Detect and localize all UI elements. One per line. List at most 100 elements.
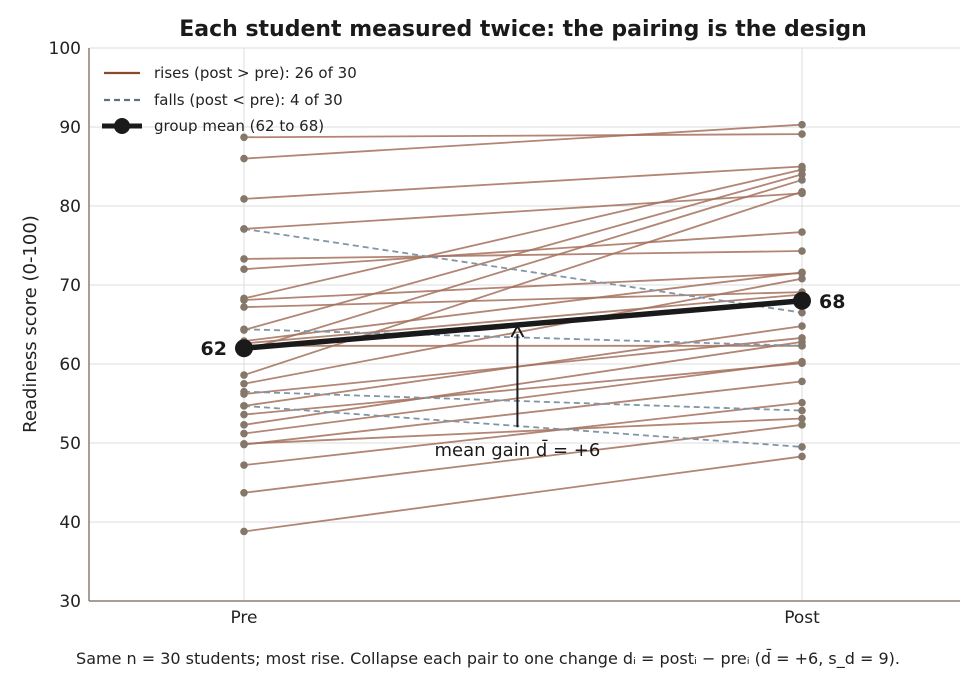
- y-axis-label: Readiness score (0-100): [20, 215, 41, 433]
- post-point: [798, 421, 806, 429]
- rise-line: [243, 401, 803, 467]
- rise-line: [243, 417, 803, 445]
- rise-line: [243, 271, 803, 342]
- pre-point: [240, 133, 248, 142]
- rise-line: [243, 123, 803, 160]
- post-point: [798, 308, 806, 317]
- y-tick-label: 60: [59, 355, 81, 375]
- pre-point: [240, 325, 248, 334]
- fall-line: [243, 390, 803, 412]
- pre-point: [240, 296, 248, 304]
- axes: [88, 48, 960, 602]
- rise-line: [243, 168, 803, 300]
- rise-line: [243, 423, 803, 494]
- rise-line: [243, 190, 803, 376]
- post-point: [798, 406, 806, 415]
- rise-line: [243, 165, 803, 200]
- pre-point: [240, 225, 248, 233]
- post-point: [798, 443, 806, 451]
- fall-line: [243, 228, 803, 314]
- rise-line: [243, 192, 803, 230]
- group-mean: 62 68: [201, 291, 846, 360]
- caption: Same n = 30 students; most rise. Collaps…: [76, 649, 900, 668]
- mean-post-label: 68: [819, 291, 845, 313]
- x-tick-label: Post: [784, 608, 820, 628]
- post-point: [798, 274, 806, 283]
- y-tick-label: 30: [59, 592, 81, 612]
- pre-point: [240, 440, 248, 449]
- rise-lines: [243, 123, 803, 533]
- pre-point: [240, 421, 248, 429]
- post-point: [798, 176, 806, 184]
- pre-point: [240, 402, 248, 410]
- post-point: [798, 187, 806, 196]
- pre-point: [240, 461, 248, 469]
- rise-line: [243, 179, 803, 352]
- post-point: [798, 398, 806, 407]
- legend-mean-marker: [114, 118, 130, 134]
- rise-line: [243, 173, 803, 331]
- mean-pre-label: 62: [201, 338, 227, 360]
- pre-point: [240, 527, 248, 536]
- pre-point: [240, 255, 248, 263]
- fall-lines: [243, 228, 803, 448]
- pre-point: [240, 265, 248, 274]
- mean-pre-marker: [235, 339, 253, 358]
- rise-line: [243, 277, 803, 385]
- mean-post-marker: [793, 291, 811, 310]
- rise-line: [243, 231, 803, 271]
- y-tick-label: 50: [59, 434, 81, 454]
- rise-line: [243, 380, 803, 446]
- mean-line: [243, 298, 803, 351]
- annotation-arrow-head: [510, 323, 525, 338]
- mean-gain-annotation: mean gain d̄ = +6: [434, 323, 600, 461]
- post-point: [798, 268, 806, 277]
- rise-line: [243, 293, 803, 345]
- post-point: [798, 414, 806, 423]
- chart-title: Each student measured twice: the pairing…: [179, 17, 867, 42]
- annotation-label: mean gain d̄ = +6: [434, 439, 600, 461]
- y-tick-label: 80: [59, 197, 81, 217]
- rise-line: [243, 362, 803, 416]
- fall-line: [243, 404, 803, 448]
- pre-point: [240, 154, 248, 163]
- rise-line: [243, 340, 803, 426]
- post-point: [798, 322, 806, 330]
- y-tick-label: 100: [49, 39, 81, 59]
- legend-rise-label: rises (post > pre): 26 of 30: [154, 64, 357, 82]
- post-point: [798, 342, 806, 350]
- x-tick-labels: Pre Post: [230, 608, 820, 628]
- y-tick-label: 70: [59, 276, 81, 296]
- post-point: [798, 452, 806, 461]
- rise-line: [243, 250, 803, 260]
- legend-fall-label: falls (post < pre): 4 of 30: [154, 91, 343, 109]
- y-tick-label: 40: [59, 513, 81, 533]
- y-tick-labels: 30 40 50 60 70 80 90 100: [49, 39, 81, 612]
- pre-point: [240, 195, 248, 203]
- post-point: [798, 130, 806, 138]
- pre-point: [240, 387, 248, 396]
- post-point: [798, 170, 806, 179]
- rise-line: [243, 325, 803, 407]
- pre-point: [240, 429, 248, 438]
- rise-line: [243, 455, 803, 533]
- post-point: [798, 357, 806, 366]
- legend: rises (post > pre): 26 of 30 falls (post…: [102, 64, 357, 135]
- pre-point: [240, 379, 248, 388]
- rise-line: [243, 272, 803, 301]
- pre-point: [240, 410, 248, 419]
- pre-point: [240, 371, 248, 379]
- legend-mean-label: group mean (62 to 68): [154, 117, 324, 135]
- fall-line: [243, 328, 803, 347]
- x-tick-label: Pre: [230, 608, 257, 628]
- post-point: [798, 377, 806, 386]
- post-point: [798, 228, 806, 236]
- post-point: [798, 247, 806, 255]
- y-tick-label: 90: [59, 118, 81, 138]
- pre-point: [240, 303, 248, 311]
- post-point: [798, 120, 806, 129]
- rise-line: [243, 133, 803, 139]
- rise-line: [243, 360, 803, 435]
- pre-point: [240, 488, 248, 497]
